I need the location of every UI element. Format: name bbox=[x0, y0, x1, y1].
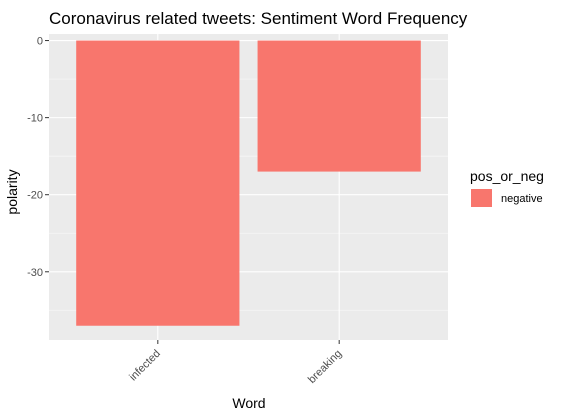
bar-breaking bbox=[257, 40, 421, 172]
legend-label-negative: negative bbox=[501, 193, 543, 205]
y-tick-label: -30 bbox=[27, 267, 43, 279]
legend-title: pos_or_neg bbox=[470, 168, 544, 184]
x-tick-label: breaking bbox=[306, 348, 344, 386]
bars bbox=[76, 40, 421, 326]
y-tick-label: -20 bbox=[27, 190, 43, 202]
chart-title: Coronavirus related tweets: Sentiment Wo… bbox=[49, 9, 468, 28]
x-tick-label: infected bbox=[127, 348, 163, 384]
y-tick-label: 0 bbox=[37, 36, 43, 48]
bar-infected bbox=[76, 40, 240, 326]
x-axis-ticks: infected breaking bbox=[127, 340, 344, 386]
y-tick-label: -10 bbox=[27, 113, 43, 125]
y-axis-title: polarity bbox=[4, 169, 20, 214]
x-axis-title: Word bbox=[232, 395, 265, 411]
legend: pos_or_neg negative bbox=[470, 168, 544, 207]
y-axis-ticks: 0 -10 -20 -30 bbox=[27, 36, 49, 279]
legend-key-negative bbox=[471, 189, 492, 207]
